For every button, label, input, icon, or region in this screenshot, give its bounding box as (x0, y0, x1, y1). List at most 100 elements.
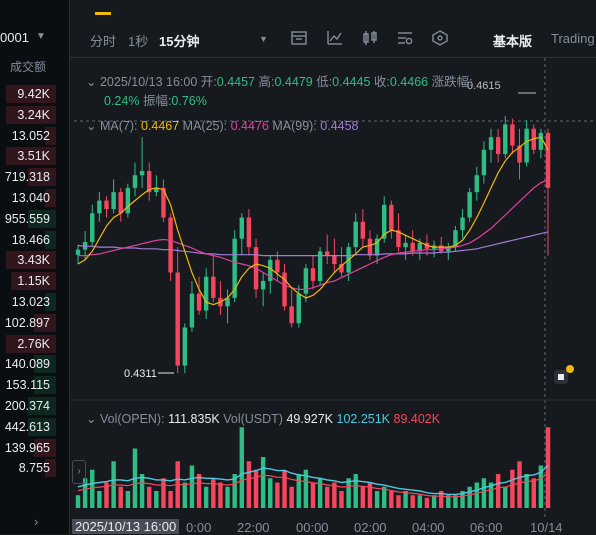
ma-legend: ⌄ MA(7): 0.4467 MA(25): 0.4476 MA(99): 0… (86, 118, 359, 133)
amp-value: 0.76% (171, 94, 207, 108)
ma-collapse-icon[interactable]: ⌄ (86, 119, 97, 133)
orderbook-row[interactable]: 3.24K (0, 105, 56, 124)
orderbook-row[interactable]: 9.42K (0, 85, 56, 103)
volume-bar (403, 491, 408, 508)
low-price-marker: 0.4311 (124, 368, 157, 380)
volume-bar (239, 427, 244, 508)
open-value: 0.4457 (216, 75, 255, 89)
orderbook-value: 18.466 (11, 232, 50, 247)
volume-bar (474, 482, 479, 508)
volume-ma2-line (77, 472, 549, 498)
chevron-down-icon[interactable]: ▼ (36, 31, 46, 42)
candle-body (232, 238, 237, 298)
orderbook-row[interactable]: 719.318 (0, 168, 56, 187)
candle-body (211, 276, 216, 298)
orderbook-depth-bar (28, 397, 56, 415)
candle-body (474, 175, 479, 193)
chart-settings-icon[interactable] (396, 29, 414, 47)
orderbook-column-title: 成交额 (10, 60, 47, 74)
candle-type-icon[interactable] (361, 29, 379, 47)
orderbook-row[interactable]: 1.15K (0, 272, 56, 291)
time-axis: 0:00 22:00 00:00 02:00 04:00 06:00 10/14 (70, 520, 596, 535)
volume-bar (353, 474, 358, 508)
candle-body (517, 145, 522, 163)
volume-bar (260, 457, 266, 508)
orderbook-value: 153.115 (5, 378, 50, 393)
orderbook-depth-bar (33, 376, 56, 395)
interval-1s[interactable]: 1秒 (128, 34, 149, 49)
orderbook-value: 3.43K (17, 253, 50, 268)
tradingview-tab[interactable]: Trading (551, 31, 595, 46)
vol-open-value: 111.835K (168, 412, 220, 426)
candle-body (225, 297, 230, 307)
orderbook-row[interactable]: 102.897 (0, 313, 56, 332)
orderbook-row[interactable]: 8.755 (0, 459, 56, 478)
basic-version-tab[interactable]: 基本版 (493, 34, 533, 49)
ma7-label: MA(7): (99, 119, 138, 133)
volume-bar (310, 482, 316, 508)
orderbook-row[interactable]: 18.466 (0, 230, 56, 249)
volume-bar (431, 495, 437, 508)
vol-open-label: Vol(OPEN): (99, 412, 165, 426)
time-tick: 04:00 (412, 520, 445, 535)
candle-body (538, 132, 544, 150)
orderbook-row[interactable]: 3.43K (0, 251, 56, 270)
vol-ma2-value: 89.402K (393, 412, 441, 426)
candle-body (203, 276, 209, 311)
volume-bar (360, 486, 366, 508)
orderbook-depth-bar (33, 313, 56, 332)
volume-bar (75, 495, 81, 508)
orderbook-value: 442.613 (4, 419, 50, 434)
orderbook-row[interactable]: 442.613 (0, 417, 56, 436)
orderbook-value: 2.76K (17, 336, 50, 351)
candle-body (90, 213, 95, 243)
orderbook-depth-bar (5, 105, 56, 124)
orderbook-row[interactable]: 13.023 (0, 293, 56, 311)
orderbook-row[interactable]: 13.052 (0, 126, 56, 145)
candlestick-chart[interactable] (70, 58, 596, 520)
chevron-right-icon[interactable]: › (72, 460, 86, 484)
candle-body (510, 124, 515, 146)
line-tool-icon[interactable] (326, 29, 344, 47)
orderbook-row[interactable]: 139.965 (0, 438, 56, 457)
candle-body (488, 137, 494, 150)
candle-body (332, 255, 337, 265)
close-label: 收: (373, 75, 390, 89)
candle-body (310, 268, 316, 281)
ma7-value: 0.4467 (140, 119, 180, 133)
orderbook-row[interactable]: 13.040 (0, 189, 56, 207)
ma25-label: MA(25): (182, 119, 228, 133)
precision-select[interactable]: 0001 (0, 30, 29, 45)
orderbook-row[interactable]: 3.51K (0, 147, 56, 166)
vol-collapse-icon[interactable]: ⌄ (86, 412, 97, 426)
depth-icon[interactable] (431, 29, 449, 47)
volume-bar (424, 497, 430, 508)
candle-body (417, 242, 423, 252)
volume-bar (524, 474, 529, 508)
volume-bar (97, 491, 102, 508)
orderbook-row[interactable]: 200.374 (0, 397, 56, 415)
open-label: 开: (200, 75, 217, 89)
change-value: 0.24% (104, 94, 140, 108)
volume-bar (147, 486, 152, 508)
orderbook-row[interactable]: 2.76K (0, 334, 56, 353)
candle-body (389, 204, 394, 231)
volume-bar (339, 491, 344, 508)
orderbook-value: 8.755 (18, 461, 50, 476)
chevron-right-icon[interactable]: › (34, 514, 39, 529)
amp-label: 振幅: (142, 94, 172, 108)
candle-body (111, 192, 116, 210)
orderbook-value: 3.51K (17, 149, 50, 164)
toolbar-divider (70, 57, 596, 58)
vol-usdt-label: Vol(USDT) (223, 412, 283, 426)
orderbook-row[interactable]: 140.089 (0, 355, 56, 374)
interval-time[interactable]: 分时 (90, 34, 117, 49)
dropdown-caret-icon[interactable]: ▼ (259, 34, 268, 44)
indicator-settings-icon[interactable] (290, 29, 308, 47)
orderbook-row[interactable]: 955.559 (0, 209, 56, 228)
interval-15m[interactable]: 15分钟 (159, 34, 200, 49)
volume-bar (332, 482, 337, 508)
legend-collapse-icon[interactable]: ⌄ (86, 75, 97, 89)
orderbook-row[interactable]: 153.115 (0, 376, 56, 395)
price-alert-icon[interactable] (551, 364, 575, 388)
